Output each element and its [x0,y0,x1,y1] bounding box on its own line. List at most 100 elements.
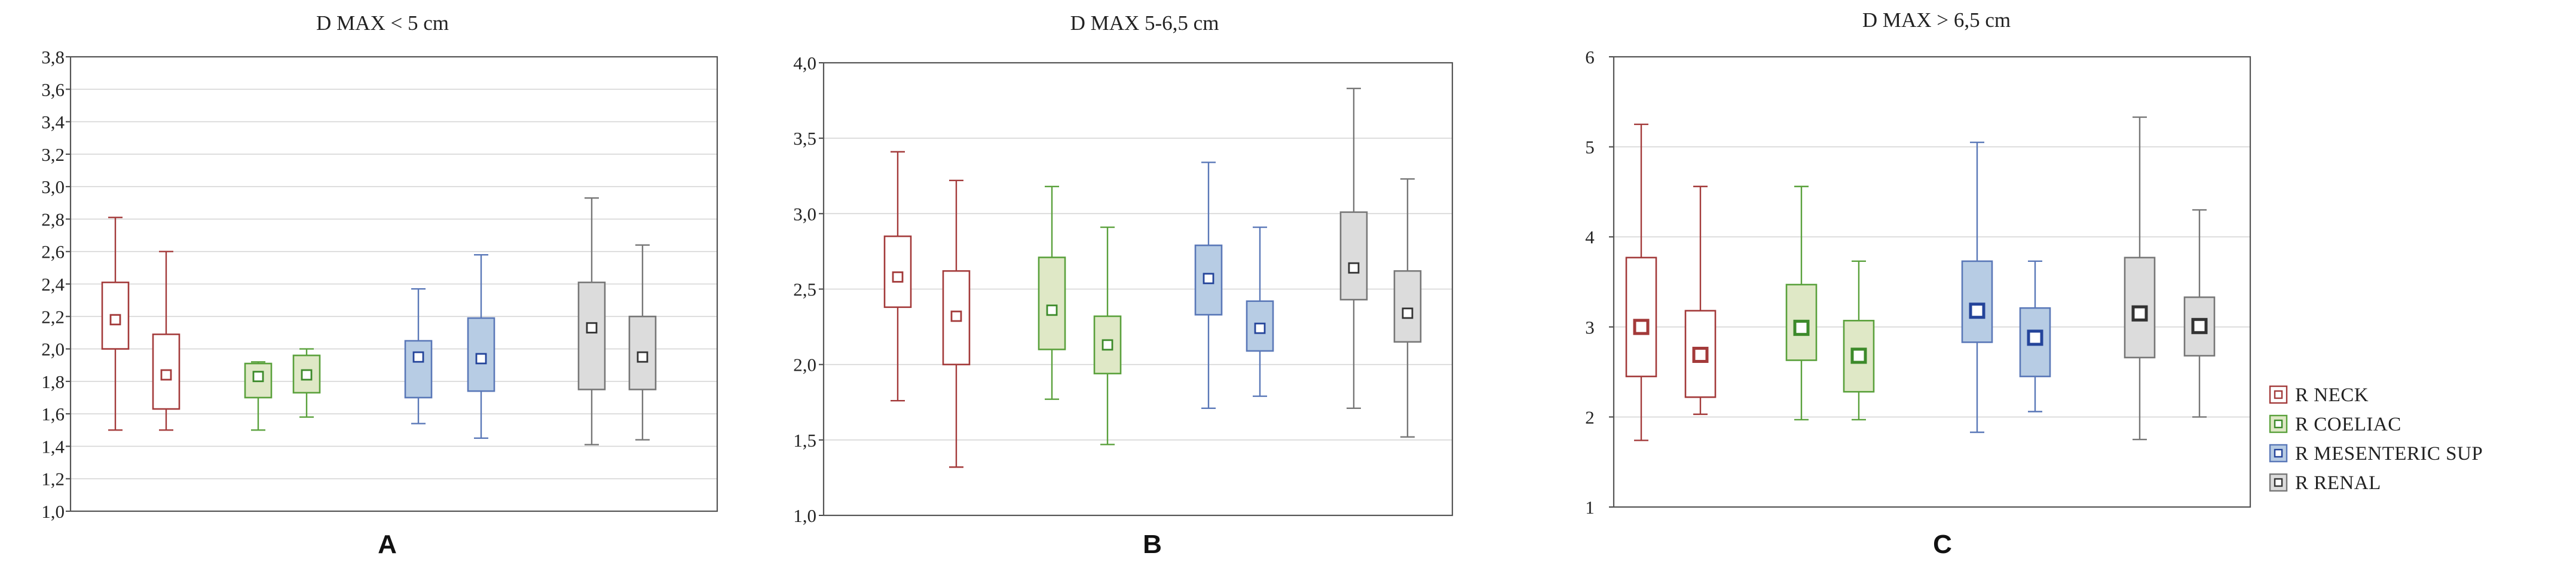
y-tick-label: 3,5 [793,128,816,149]
panel-label: A [378,530,397,559]
plot-frame [69,56,718,512]
median-marker [160,369,172,381]
y-tick-label: 2,5 [793,279,816,300]
legend-label: R COELIAC [2295,414,2401,435]
y-tick-label: 3,0 [793,203,816,224]
chart-panel-b: 1,0 1,5 2,0 2,5 3,0 3,5 4,0 D MAX 5-6,5 cm B [793,11,1454,559]
y-tick-label: 1,0 [793,505,816,526]
median-marker [892,271,904,283]
box-r-mesenteric-sup [404,288,433,425]
y-tick-label: 1,6 [41,404,65,425]
plot-frame [1613,56,2251,508]
iqr-box [1038,256,1066,350]
median-marker [637,351,648,363]
y-tick-label: 5 [1585,137,1595,158]
median-marker [950,310,962,322]
y-tick-label: 6 [1585,47,1595,68]
y-tick-label: 4 [1585,227,1595,248]
y-tick-label: 2,0 [41,339,65,360]
median-marker [109,314,121,326]
median-marker [1692,346,1709,363]
y-tick-label: 1 [1585,497,1595,518]
legend-marker [2274,478,2283,487]
median-marker [1046,304,1058,316]
y-tick-label: 3,6 [41,79,65,100]
median-marker [412,351,424,363]
legend-item: R COELIAC [2269,414,2401,435]
y-tick-label: 3,4 [41,112,65,133]
median-marker [1793,319,1810,336]
iqr-box [1393,270,1422,343]
box-r-coeliac [292,348,321,418]
box-r-renal [1393,178,1422,438]
box-r-neck [942,179,971,468]
chart-title: D MAX > 6,5 cm [1862,8,2011,32]
box-r-coeliac [1843,260,1875,421]
box-r-renal [2124,116,2156,441]
legend: R NECK R COELIAC R MESENTERIC SUP R RENAL [2269,384,2483,494]
median-marker [586,322,598,334]
chart-title: D MAX < 5 cm [316,11,449,35]
y-tick-label: 3 [1585,317,1595,338]
chart-panel-c: 1 2 3 4 5 6 D MAX > 6,5 cm C [1585,8,2251,559]
panel-label: C [1933,530,1952,559]
median-marker [1254,322,1266,334]
y-tick-label: 1,2 [41,469,65,490]
legend-label: R MESENTERIC SUP [2295,443,2483,465]
box-r-neck [152,251,180,431]
median-marker [1348,262,1360,274]
box-r-coeliac [1785,185,1818,421]
median-marker [2191,317,2208,334]
box-r-mesenteric-sup [1194,161,1223,410]
iqr-box [577,281,606,390]
box-r-coeliac [1038,185,1066,400]
median-marker [2131,305,2148,322]
box-r-renal [2183,209,2216,418]
median-marker [475,353,487,365]
legend-label: R NECK [2295,384,2369,406]
median-marker [1402,307,1414,319]
median-marker [301,369,313,381]
y-tick-label: 1,0 [41,501,65,522]
median-marker [1203,273,1214,285]
y-tick-label: 1,4 [41,436,65,457]
legend-marker [2274,448,2283,458]
box-r-mesenteric-sup [2019,260,2051,413]
y-tick-label: 3,0 [41,176,65,197]
y-tick-label: 1,8 [41,371,65,392]
y-tick-label: 2,2 [41,306,65,327]
box-r-neck [1684,185,1717,416]
legend-item: R NECK [2269,384,2369,406]
box-r-renal [577,197,606,445]
y-tick-label: 3,8 [41,47,65,68]
legend-marker [2274,390,2283,399]
box-r-coeliac [244,361,273,431]
median-marker [1850,347,1867,364]
y-tick-label: 2,6 [41,242,65,262]
y-tick-label: 2,8 [41,209,65,230]
box-r-neck [101,216,130,431]
legend-label: R RENAL [2295,472,2381,494]
chart-title: D MAX 5-6,5 cm [1070,11,1219,35]
iqr-box [1961,260,1993,343]
chart-panel-a: 1,0 1,2 1,4 1,6 1,8 2,0 2,2 2,4 2,6 2,8 3,0 3,2 3,4 3… [41,11,718,559]
y-tick-label: 2,4 [41,274,65,295]
median-marker [2027,329,2043,346]
y-tick-label: 3,2 [41,144,65,165]
panel-label: B [1143,530,1162,559]
iqr-box [404,340,433,399]
median-marker [1969,303,1985,319]
iqr-box [883,235,912,309]
box-r-neck [883,151,912,402]
median-marker [1633,319,1650,335]
box-r-renal [628,244,657,441]
legend-marker [2274,419,2283,429]
legend-item: R RENAL [2269,472,2381,494]
box-r-coeliac [1093,226,1122,445]
iqr-box [1625,256,1657,377]
box-r-renal [1339,87,1368,410]
median-marker [252,371,264,383]
box-r-mesenteric-sup [1961,141,1993,433]
plot-frame [822,62,1454,517]
